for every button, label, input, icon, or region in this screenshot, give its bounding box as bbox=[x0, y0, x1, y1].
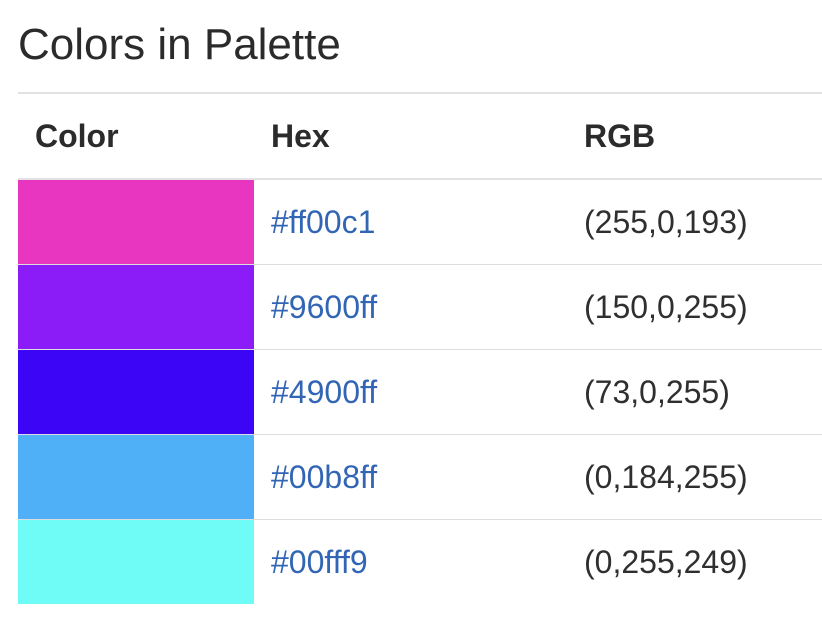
table-row: #9600ff (150,0,255) bbox=[18, 264, 822, 350]
table-row: #00b8ff (0,184,255) bbox=[18, 434, 822, 520]
page-title: Colors in Palette bbox=[18, 20, 341, 69]
color-swatch bbox=[18, 434, 254, 520]
hex-link[interactable]: #ff00c1 bbox=[271, 203, 376, 240]
rgb-cell: (73,0,255) bbox=[567, 349, 822, 435]
rgb-cell: (0,255,249) bbox=[584, 543, 748, 580]
hex-link[interactable]: #00b8ff bbox=[271, 458, 378, 495]
table-row: #4900ff (73,0,255) bbox=[18, 349, 822, 435]
hex-cell: #00fff9 bbox=[254, 520, 567, 605]
hex-link[interactable]: #9600ff bbox=[271, 288, 378, 325]
table-header-row: Color Hex RGB bbox=[18, 94, 822, 180]
hex-cell: #00b8ff bbox=[254, 434, 567, 520]
title-divider bbox=[18, 92, 822, 94]
hex-cell: #4900ff bbox=[254, 349, 567, 435]
column-header-rgb: RGB bbox=[567, 94, 822, 180]
color-swatch bbox=[18, 264, 254, 350]
color-swatch bbox=[18, 179, 254, 265]
hex-link[interactable]: #00fff9 bbox=[271, 543, 368, 580]
hex-link[interactable]: #4900ff bbox=[271, 373, 378, 410]
rgb-cell: (0,184,255) bbox=[567, 434, 822, 520]
rgb-cell: (150,0,255) bbox=[567, 264, 822, 350]
column-header-hex: Hex bbox=[254, 94, 567, 180]
hex-cell: #ff00c1 bbox=[254, 179, 567, 265]
column-header-color: Color bbox=[18, 94, 254, 180]
palette-table: Color Hex RGB #ff00c1 (255,0,193) #9600f… bbox=[18, 94, 822, 604]
rgb-cell: (255,0,193) bbox=[567, 179, 822, 265]
table-row: #00fff9 (0,255,249) bbox=[18, 519, 822, 605]
table-row: #ff00c1 (255,0,193) bbox=[18, 179, 822, 265]
color-swatch bbox=[18, 349, 254, 435]
hex-cell: #9600ff bbox=[254, 264, 567, 350]
color-swatch bbox=[18, 519, 254, 604]
